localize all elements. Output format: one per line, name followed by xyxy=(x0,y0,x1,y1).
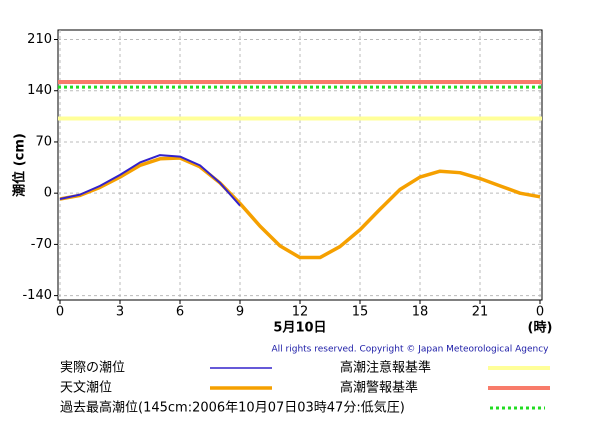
x-tick-label: 0 xyxy=(536,305,544,320)
x-tick-label: 18 xyxy=(412,305,429,320)
y-tick-label: 70 xyxy=(35,134,52,149)
y-tick-label: 0 xyxy=(44,186,52,201)
y-tick-label: -70 xyxy=(31,237,52,252)
y-tick-label: 210 xyxy=(27,32,52,47)
x-axis-unit: (時) xyxy=(528,320,553,336)
y-axis-label: 潮位 (cm) xyxy=(12,133,28,197)
x-tick-label: 12 xyxy=(292,305,309,320)
legend-label: 過去最高潮位(145cm:2006年10月07日03時47分:低気圧) xyxy=(60,400,405,416)
series-line xyxy=(59,156,541,260)
x-tick-label: 0 xyxy=(56,305,64,320)
series-line xyxy=(59,154,241,207)
x-tick-label: 15 xyxy=(352,305,369,320)
y-tick-label: 140 xyxy=(27,83,52,98)
x-tick-label: 3 xyxy=(116,305,124,320)
x-tick-label: 9 xyxy=(236,305,244,320)
legend-label: 天文潮位 xyxy=(60,381,112,396)
copyright: All rights reserved. Copyright © Japan M… xyxy=(272,345,550,355)
legend-label: 高潮警報基準 xyxy=(340,380,418,396)
y-tick-label: -140 xyxy=(22,288,52,303)
x-tick-label: 21 xyxy=(472,305,489,320)
legend-label: 実際の潮位 xyxy=(60,360,125,376)
legend-label: 高潮注意報基準 xyxy=(340,360,431,376)
x-tick-label: 6 xyxy=(176,305,184,320)
x-axis-label: 5月10日 xyxy=(273,321,326,336)
